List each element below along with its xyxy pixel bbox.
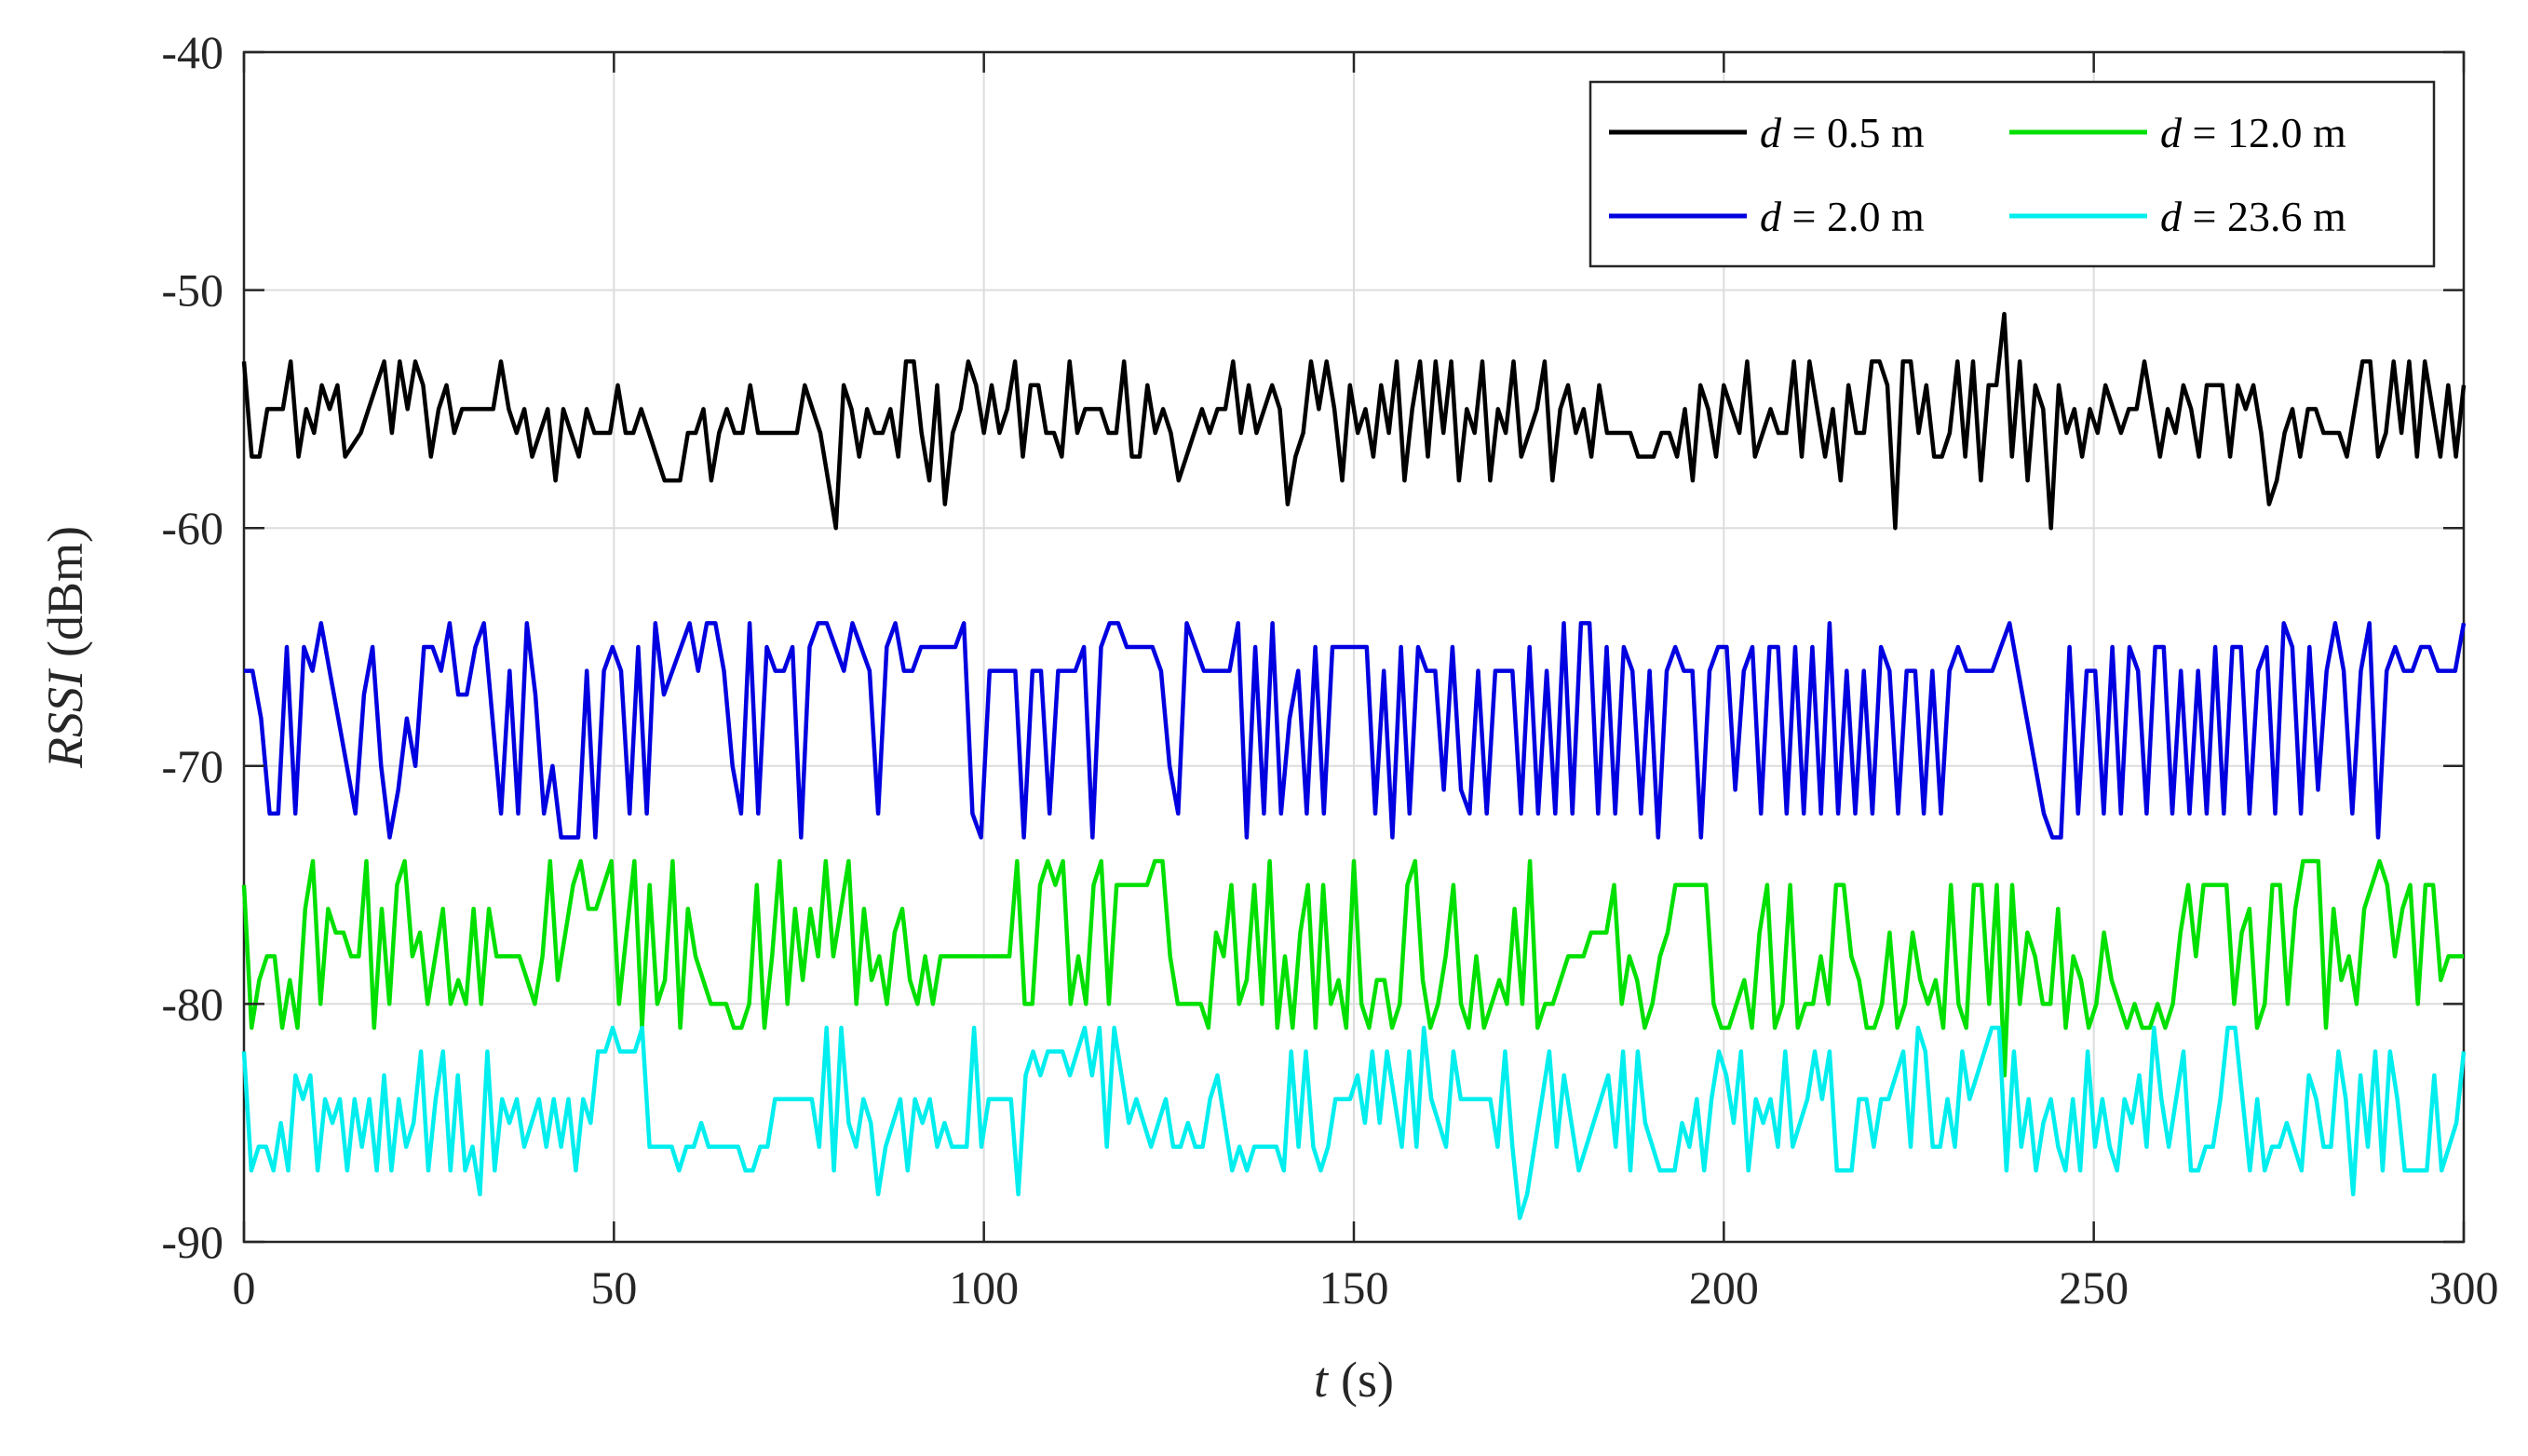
legend-label-var-1: d <box>1760 193 1782 240</box>
series-line-1 <box>244 621 2467 840</box>
x-tick-label-2: 100 <box>949 1261 1019 1314</box>
legend-entry-2: d = 12.0 m <box>2009 109 2346 156</box>
legend-label-rest-3: = 23.6 m <box>2182 193 2346 240</box>
legend-entry-3: d = 23.6 m <box>2009 193 2346 240</box>
x-tick-label-0: 0 <box>233 1261 256 1314</box>
y-axis-label: RSSI (dBm) <box>37 526 93 769</box>
series-line-2 <box>241 858 2464 1078</box>
y-axis-label-var: RSSI <box>37 667 93 769</box>
y-tick-label-5: -90 <box>161 1216 223 1268</box>
legend-label-rest-0: = 0.5 m <box>1781 109 1925 156</box>
legend-label-var-3: d <box>2160 193 2183 240</box>
y-tick-label-2: -60 <box>161 502 223 554</box>
legend-entry-0: d = 0.5 m <box>1609 109 1925 156</box>
x-tick-label-6: 300 <box>2429 1261 2499 1314</box>
legend-label-0: d = 0.5 m <box>1760 109 1925 156</box>
x-tick-label-4: 200 <box>1689 1261 1759 1314</box>
x-tick-label-3: 150 <box>1319 1261 1389 1314</box>
x-tick-labels: 0 50 100 150 200 250 300 <box>233 1261 2499 1314</box>
legend-label-rest-1: = 2.0 m <box>1781 193 1925 240</box>
legend: d = 0.5 m d = 2.0 m d = 12.0 m d = 23.6 … <box>1588 80 2436 268</box>
y-tick-label-1: -50 <box>161 264 223 317</box>
axis-ticks <box>242 50 2466 1244</box>
series-line-0 <box>241 311 2467 531</box>
x-axis-label-unit: (s) <box>1341 1352 1394 1408</box>
legend-box <box>1588 80 2436 268</box>
x-axis-label-var: t <box>1314 1352 1330 1408</box>
x-tick-label-5: 250 <box>2059 1261 2129 1314</box>
legend-label-rest-2: = 12.0 m <box>2182 109 2346 156</box>
legend-label-var-2: d <box>2160 109 2183 156</box>
legend-entry-1: d = 2.0 m <box>1609 193 1925 240</box>
y-tick-label-3: -70 <box>161 740 223 792</box>
series-line-3 <box>241 1025 2467 1220</box>
series-layer <box>241 311 2467 1220</box>
y-tick-labels: -40 -50 -60 -70 -80 -90 <box>161 26 223 1268</box>
x-tick-label-1: 50 <box>590 1261 637 1314</box>
legend-label-3: d = 23.6 m <box>2160 193 2346 240</box>
legend-label-1: d = 2.0 m <box>1760 193 1925 240</box>
y-tick-label-0: -40 <box>161 26 223 78</box>
legend-label-var-0: d <box>1760 109 1782 156</box>
x-axis-label: t (s) <box>1314 1352 1394 1408</box>
y-tick-label-4: -80 <box>161 977 223 1030</box>
legend-label-2: d = 12.0 m <box>2160 109 2346 156</box>
y-axis-label-unit: (dBm) <box>37 526 93 657</box>
